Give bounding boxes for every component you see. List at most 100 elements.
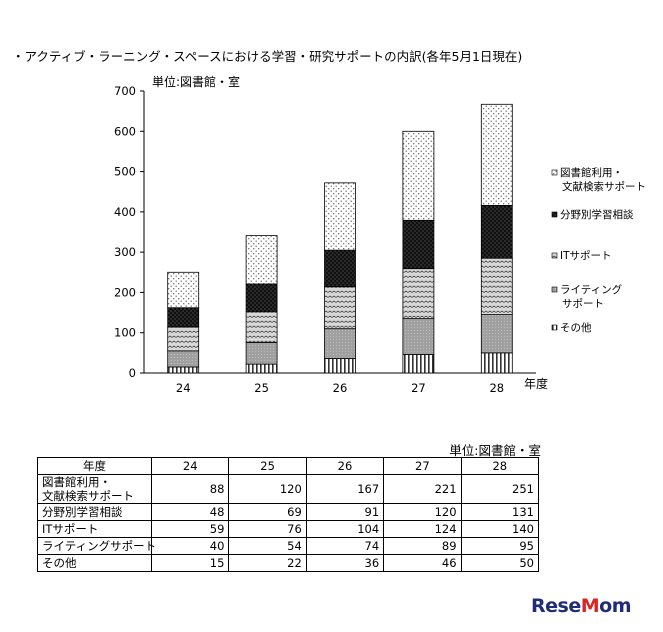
- stacked-bar-chart: 単位:図書館・室 0 100 200 300 400 500 600 700 24 25 26 27…: [114, 74, 646, 395]
- table-cell: 15: [150, 554, 230, 572]
- table-row-label-line: 分野別学習相談: [42, 505, 123, 519]
- table-cell: 46: [383, 554, 462, 572]
- legend-label: 図書館利用・: [560, 166, 623, 179]
- bar-segment: [324, 328, 356, 359]
- table-row-label-line: ITサポート: [42, 522, 99, 536]
- bar-segment: [480, 352, 513, 374]
- table-cell: 40: [150, 537, 230, 555]
- y-tick-label: 100: [114, 326, 136, 340]
- bar-segment: [245, 311, 278, 343]
- legend-label: その他: [560, 321, 592, 334]
- x-tick-label: 27: [411, 381, 426, 395]
- table-cell: 59: [150, 520, 230, 538]
- bar-segment: [167, 366, 200, 374]
- table-cell: 104: [305, 520, 385, 538]
- table-row-label: ライティングサポート: [37, 537, 157, 555]
- table-cell: 124: [383, 520, 462, 538]
- table-cell: 91: [305, 503, 385, 521]
- bar-segment: [480, 257, 513, 315]
- y-tick-label: 300: [114, 245, 136, 259]
- x-tick-label: 26: [333, 381, 348, 395]
- table-header-row: 年度 24 25 26 27 28: [37, 457, 540, 475]
- bar-segment: [402, 130, 435, 221]
- legend-label: サポート: [562, 298, 604, 310]
- bar-segment: [324, 249, 356, 288]
- table-header-cell: 28: [460, 457, 540, 475]
- x-tick-label: 24: [176, 381, 191, 395]
- y-tick-label: 500: [114, 165, 136, 179]
- table-header-cell: 26: [305, 457, 385, 475]
- table-cell: 221: [383, 474, 462, 504]
- bar-segment: [480, 205, 513, 259]
- bar-segment: [167, 271, 200, 309]
- table-row-label-line: その他: [42, 556, 77, 570]
- y-tick-label: 600: [114, 124, 136, 138]
- table-cell: 76: [228, 520, 307, 538]
- bar-segment: [324, 286, 356, 330]
- table-cell: 89: [383, 537, 462, 555]
- y-tick-label: 400: [114, 205, 136, 219]
- legend-label: ライティング: [560, 283, 623, 296]
- x-tick-label: 28: [489, 381, 504, 395]
- legend-label: 分野別学習相談: [560, 208, 634, 221]
- table-header-year: 年度: [37, 457, 152, 475]
- table-row: ライティングサポート 40 54 74 89 95: [37, 537, 540, 555]
- table-row-label-line: 文献検索サポート: [42, 489, 134, 503]
- table-cell: 74: [305, 537, 385, 555]
- table-row-label-line: ライティングサポート: [42, 539, 157, 553]
- y-tick-label: 700: [114, 84, 136, 98]
- bar-segment: [245, 363, 278, 374]
- legend-swatch: [551, 324, 558, 331]
- bar-segment: [245, 341, 278, 365]
- bar-segment: [245, 283, 278, 313]
- table-header-cell: 25: [228, 457, 307, 475]
- bar-segment: [167, 307, 200, 328]
- data-table: 年度 24 25 26 27 28 図書館利用・ 文献検索サポート 88 120 167 221 25…: [37, 457, 540, 572]
- table-row: 分野別学習相談 48 69 91 120 131: [37, 503, 540, 521]
- table-cell: 120: [228, 474, 307, 504]
- table-cell: 36: [305, 554, 385, 572]
- bar-segment: [402, 318, 435, 355]
- table-unit-label: 単位:図書館・室: [449, 443, 541, 458]
- table-cell: 88: [150, 474, 230, 504]
- legend-label: ITサポート: [560, 250, 612, 262]
- table-cell: 131: [460, 503, 540, 521]
- table-row: その他 15 22 36 46 50: [37, 554, 540, 572]
- bar-segment: [324, 182, 356, 251]
- x-tick-label: 25: [254, 381, 269, 395]
- legend-swatch: [551, 286, 558, 293]
- bar-segment: [167, 326, 200, 352]
- chart-title: ・アクティブ・ラーニング・スペースにおける学習・研究サポートの内訳(各年5月1日…: [12, 49, 523, 64]
- table-cell: 22: [228, 554, 307, 572]
- legend-swatch: [551, 211, 558, 218]
- y-tick-label: 0: [129, 366, 136, 380]
- table-cell: 48: [150, 503, 230, 521]
- bar-segment: [480, 103, 513, 206]
- table-header-cell: 24: [150, 457, 230, 475]
- x-axis-label: 年度: [524, 376, 548, 391]
- table-cell: 95: [460, 537, 540, 555]
- table-row: 図書館利用・ 文献検索サポート 88 120 167 221 251: [37, 474, 540, 504]
- bar-segment: [480, 314, 513, 354]
- table-cell: 140: [460, 520, 540, 538]
- table-row: ITサポート 59 76 104 124 140: [37, 520, 540, 538]
- table-cell: 54: [228, 537, 307, 555]
- table-row-label: 図書館利用・ 文献検索サポート: [37, 474, 152, 504]
- resemom-logo: ReseMom: [531, 595, 632, 617]
- y-tick-label: 200: [114, 285, 136, 299]
- table-cell: 120: [383, 503, 462, 521]
- table-row-label: 分野別学習相談: [37, 503, 152, 521]
- bar-segment: [245, 235, 278, 285]
- table-cell: 69: [228, 503, 307, 521]
- table-row-label: ITサポート: [37, 520, 152, 538]
- table-header-cell: 27: [383, 457, 462, 475]
- table-cell: 251: [460, 474, 540, 504]
- bar-segment: [402, 354, 435, 374]
- bar-segment: [402, 268, 435, 320]
- legend-swatch: [551, 169, 558, 176]
- table-row-label-line: 図書館利用・: [42, 475, 111, 489]
- chart-unit-label: 単位:図書館・室: [152, 74, 240, 89]
- table-cell: 167: [305, 474, 385, 504]
- bar-segment: [324, 358, 356, 374]
- bar-segment: [167, 350, 200, 368]
